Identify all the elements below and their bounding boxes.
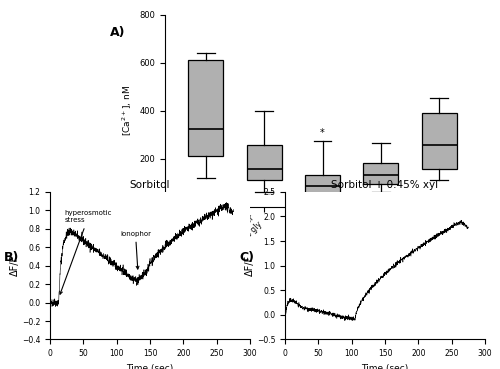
Y-axis label: ΔF/F: ΔF/F xyxy=(246,255,256,276)
PathPatch shape xyxy=(305,175,340,193)
X-axis label: Time (sec): Time (sec) xyxy=(126,364,174,369)
PathPatch shape xyxy=(188,60,224,156)
X-axis label: Time (sec): Time (sec) xyxy=(362,364,408,369)
Title: Sorbitol: Sorbitol xyxy=(130,180,170,190)
Text: *: * xyxy=(320,128,325,138)
Y-axis label: [Ca$^{2+}$], nM: [Ca$^{2+}$], nM xyxy=(120,85,134,136)
PathPatch shape xyxy=(422,113,456,169)
Text: B): B) xyxy=(4,251,20,264)
Y-axis label: ΔF/F: ΔF/F xyxy=(10,255,20,276)
PathPatch shape xyxy=(246,145,282,180)
Text: hyperosmotic
stress: hyperosmotic stress xyxy=(60,210,112,294)
Text: A): A) xyxy=(110,26,126,39)
Title: Sorbitol + 0.45% xyl: Sorbitol + 0.45% xyl xyxy=(332,180,438,190)
PathPatch shape xyxy=(364,163,398,184)
Text: C): C) xyxy=(239,251,254,264)
Text: ionophor: ionophor xyxy=(120,231,151,269)
